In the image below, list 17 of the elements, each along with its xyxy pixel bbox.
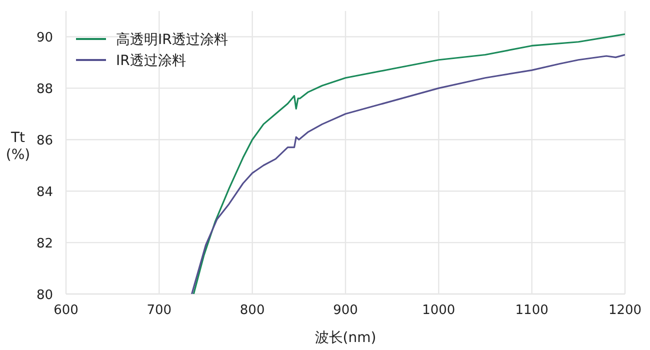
y-tick-label: 90 xyxy=(36,30,53,46)
x-tick-label: 900 xyxy=(333,303,358,318)
y-tick-label: 84 xyxy=(36,185,53,200)
legend-label: IR透过涂料 xyxy=(116,53,186,69)
x-tick-label: 700 xyxy=(146,303,172,318)
x-tick-label: 1100 xyxy=(515,303,548,318)
y-tick-label: 86 xyxy=(36,134,53,149)
y-axis-title: Tt (%) xyxy=(6,130,30,163)
x-axis-title: 波长(nm) xyxy=(314,330,376,346)
legend-label: 高透明IR透过涂料 xyxy=(116,32,228,48)
y-tick-label: 80 xyxy=(36,288,53,303)
y-tick-label: 88 xyxy=(36,82,53,98)
y-tick-label: 82 xyxy=(36,236,53,252)
x-tick-label: 1200 xyxy=(608,303,642,318)
x-tick-label: 1000 xyxy=(422,303,456,318)
x-tick-label: 800 xyxy=(240,303,265,318)
x-tick-label: 600 xyxy=(54,303,78,318)
